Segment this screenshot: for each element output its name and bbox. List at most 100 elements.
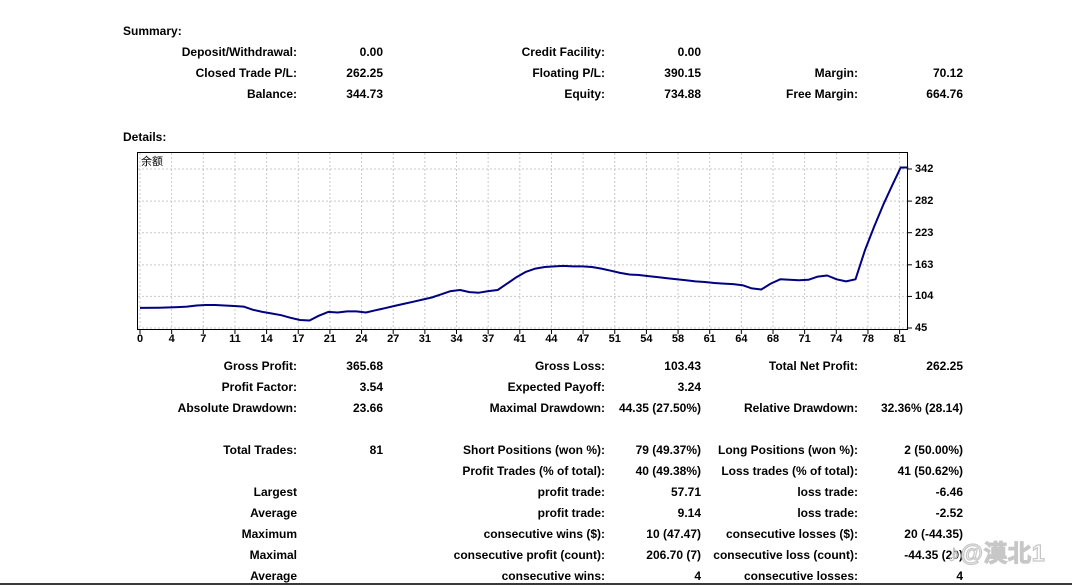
stat-label: Maximal Drawdown: [489, 401, 605, 415]
stat-value: 664.76 [926, 87, 963, 101]
stat-value: 57.71 [670, 485, 701, 499]
stat-label: profit trade: [537, 485, 605, 499]
stat-value: 4 [956, 569, 963, 583]
stat-label: Profit Factor: [221, 380, 297, 394]
stat-value [297, 524, 383, 545]
stat-value: 3.24 [677, 380, 701, 394]
summary-row: Closed Trade P/L: 262.25 Floating P/L: 390.… [0, 63, 1072, 84]
stat-label: Gross Loss: [534, 359, 605, 373]
stat-value: 9.14 [677, 506, 701, 520]
x-tick-label: 4 [168, 333, 175, 345]
stat-label: Total Trades: [223, 443, 297, 457]
stat-value: 32.36% (28.14) [880, 401, 963, 415]
x-tick-label: 81 [893, 333, 906, 345]
stat-label: Largest [253, 485, 297, 499]
watermark: ♪@漠北1 [947, 538, 1046, 568]
stat-value: 10 (47.47) [646, 527, 701, 541]
stat-value [297, 503, 383, 524]
x-tick-label: 44 [545, 333, 558, 345]
x-tick-label: 21 [323, 333, 337, 345]
stat-label [706, 377, 858, 398]
stat-label: Expected Payoff: [507, 380, 605, 394]
stat-value: -6.46 [935, 485, 963, 499]
trades-row: Profit Trades (% of total): 40 (49.38%) Lo… [0, 461, 1072, 482]
stat-value: 734.88 [664, 87, 701, 101]
balance-chart-canvas [137, 152, 912, 334]
x-tick-label: 47 [576, 333, 590, 345]
stat-label [100, 461, 297, 482]
x-tick-label: 37 [482, 333, 495, 345]
y-tick-label: 342 [915, 162, 934, 175]
stat-label: Closed Trade P/L: [195, 66, 297, 80]
trades-row: Average consecutive wins: 4 consecutive los… [0, 566, 1072, 587]
stat-value: 4 [694, 569, 701, 583]
chart-legend-balance: 余额 [141, 156, 163, 168]
stat-value: 23.66 [352, 401, 383, 415]
stat-label: profit trade: [537, 506, 605, 520]
stat-value: 0.00 [677, 45, 701, 59]
stat-label: Long Positions (won %): [718, 443, 858, 457]
summary-row: Balance: 344.73 Equity: 734.88 Free Margin: 6… [0, 84, 1072, 105]
stat-label: loss trade: [797, 506, 858, 520]
x-tick-label: 17 [292, 333, 305, 345]
x-tick-label: 58 [671, 333, 685, 345]
stat-label: Relative Drawdown: [743, 401, 858, 415]
stat-label: Margin: [814, 66, 858, 80]
y-tick-label: 45 [915, 322, 928, 334]
x-tick-label: 51 [608, 333, 621, 345]
stat-label: consecutive losses: [743, 569, 858, 583]
x-tick-label: 27 [387, 333, 400, 345]
stat-label: Deposit/Withdrawal: [181, 45, 297, 59]
stat-value: 40 (49.38%) [635, 464, 701, 478]
stat-label: consecutive losses ($): [725, 527, 858, 541]
stat-value: 206.70 (7) [646, 548, 701, 562]
balance-line [139, 166, 909, 322]
stat-value: 79 (49.37%) [635, 443, 701, 457]
stat-label: Loss trades (% of total): [721, 464, 858, 478]
stat-label: consecutive wins ($): [483, 527, 605, 541]
stat-label: Free Margin: [785, 87, 858, 101]
stat-label: consecutive wins: [501, 569, 605, 583]
stat-label: Short Positions (won %): [463, 443, 605, 457]
stat-value: 0.00 [359, 45, 383, 59]
trades-row: Maximal consecutive profit (count): 206.70… [0, 545, 1072, 566]
trades-row: Largest profit trade: 57.71 loss trade: -6.4… [0, 482, 1072, 503]
y-tick-label: 163 [915, 258, 934, 271]
stat-value [858, 42, 963, 63]
trades-row: Maximum consecutive wins ($): 10 (47.47) co… [0, 524, 1072, 545]
stat-value: 344.73 [346, 87, 383, 101]
balance-chart: 余额 342 282 223 163 104 45 0 4 7 11 14 17 21 24 27 31 34… [137, 152, 972, 352]
details-title: Details: [123, 130, 167, 144]
stat-value: 41 (50.62%) [897, 464, 963, 478]
x-tick-label: 54 [640, 333, 653, 345]
y-tick-label: 104 [915, 290, 934, 303]
x-tick-label: 0 [136, 333, 144, 345]
stat-value: 103.43 [664, 359, 701, 373]
stat-value: -44.35 (20) [904, 548, 963, 562]
stat-value: 2 (50.00%) [904, 443, 963, 457]
x-tick-label: 64 [735, 333, 748, 345]
stat-label: Floating P/L: [532, 66, 605, 80]
x-tick-label: 24 [355, 333, 368, 345]
stat-label: Average [250, 569, 297, 583]
stat-label: Gross Profit: [223, 359, 297, 373]
stat-label: Balance: [246, 87, 297, 101]
stats-row: Profit Factor: 3.54 Expected Payoff: 3.24 [0, 377, 1072, 398]
x-tick-label: 14 [260, 333, 273, 345]
stat-label: Credit Facility: [521, 45, 605, 59]
stat-label: Maximum [241, 527, 297, 541]
stat-value: 20 (-44.35) [904, 527, 963, 541]
stat-value: 81 [369, 443, 383, 457]
y-tick-label: 223 [915, 226, 934, 239]
x-tick-label: 61 [703, 333, 716, 345]
stat-label: Total Net Profit: [768, 359, 858, 373]
stat-label: Equity: [564, 87, 605, 101]
x-tick-label: 11 [229, 333, 241, 345]
x-tick-label: 34 [450, 333, 463, 345]
stat-label: Maximal [249, 548, 297, 562]
stat-value: 390.15 [664, 66, 701, 80]
stat-value [297, 545, 383, 566]
x-tick-label: 74 [830, 333, 843, 345]
x-tick-label: 41 [513, 333, 526, 345]
stat-value [858, 377, 963, 398]
